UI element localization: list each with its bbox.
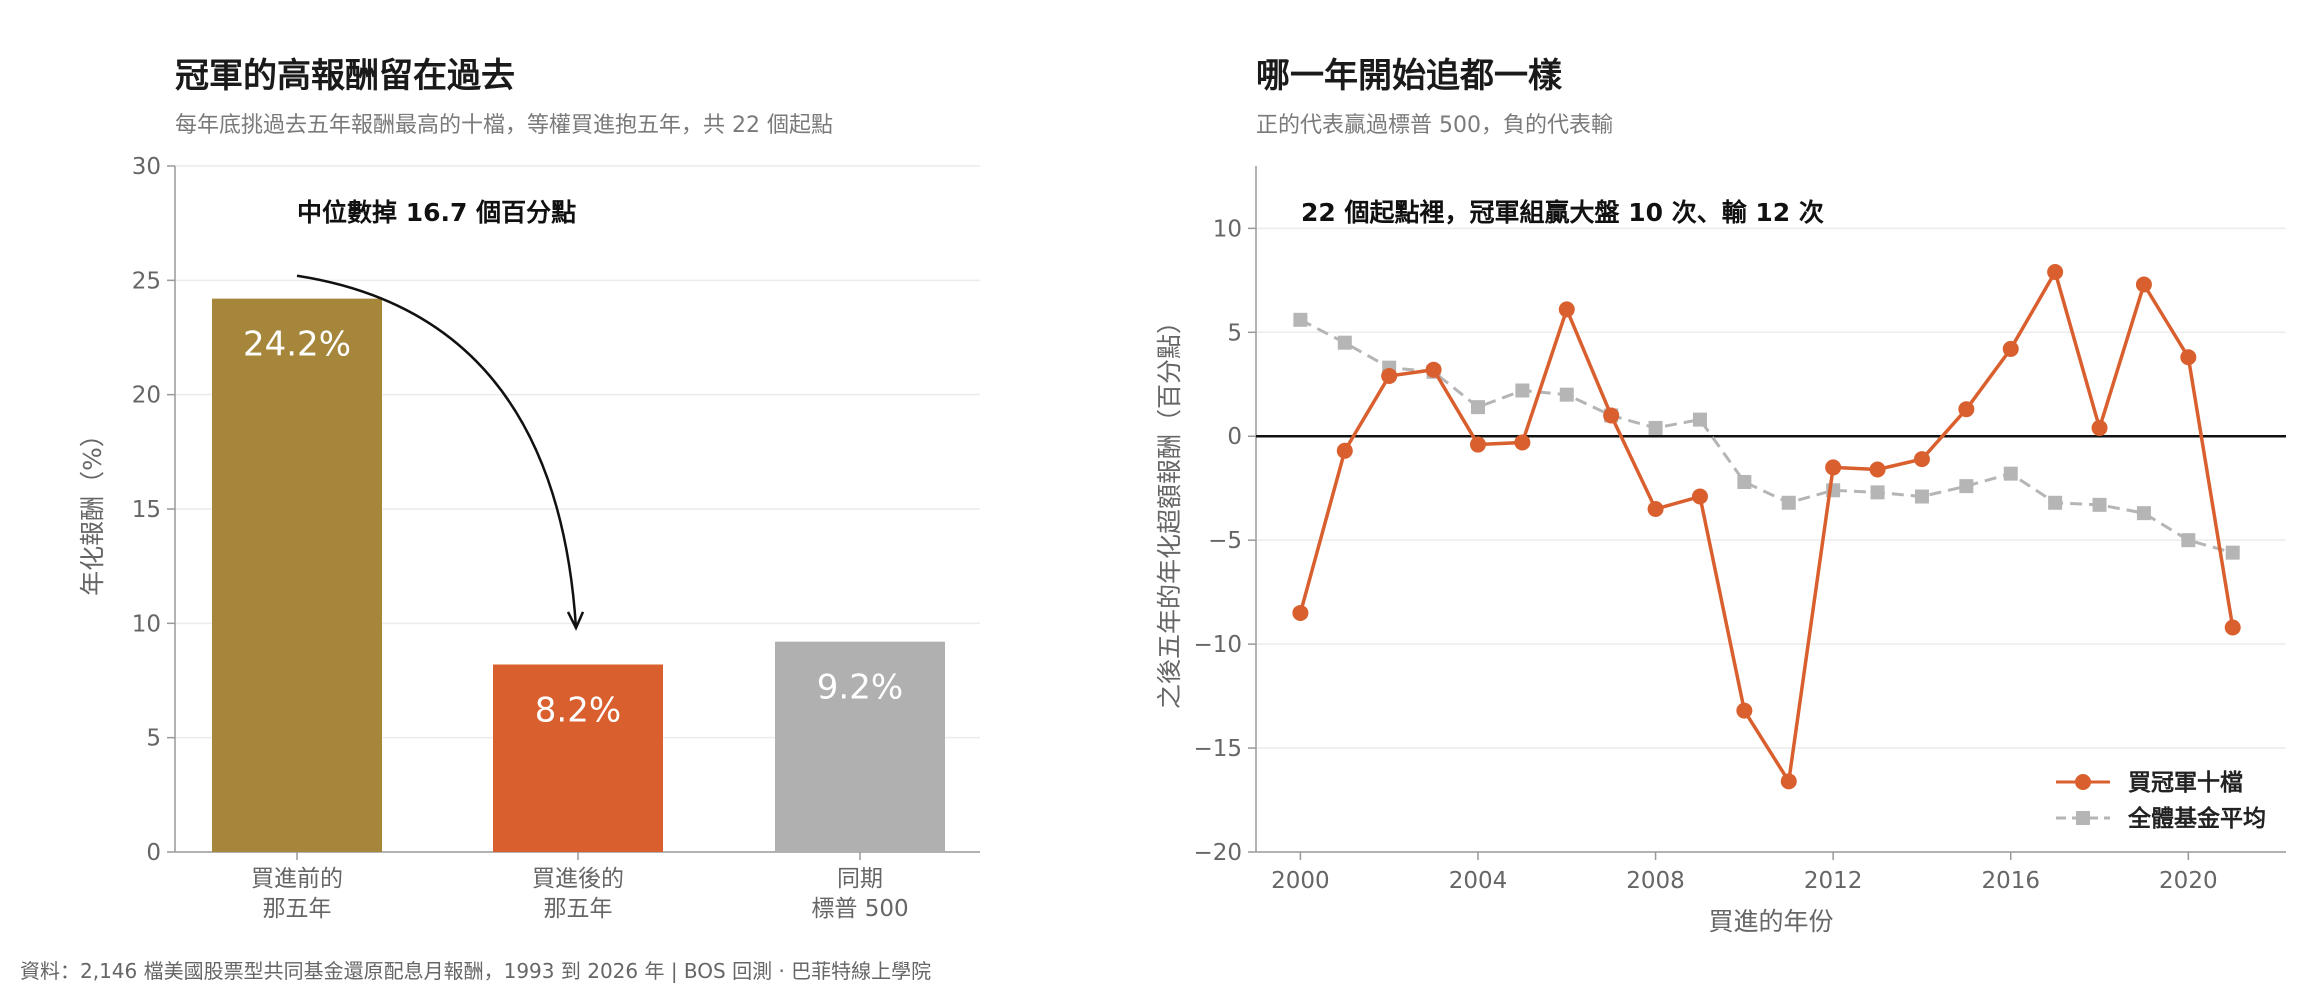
series-line bbox=[1298, 270, 2235, 784]
data-point bbox=[2091, 419, 2108, 436]
y-tick-label: 25 bbox=[132, 268, 161, 294]
source-footer: 資料：2,146 檔美國股票型共同基金還原配息月報酬，1993 到 2026 年… bbox=[20, 959, 932, 983]
annotation-text: 22 個起點裡，冠軍組贏大盤 10 次、輸 12 次 bbox=[1301, 198, 1824, 227]
data-point bbox=[1825, 459, 1842, 476]
data-point bbox=[1381, 367, 1398, 384]
series-line bbox=[1299, 318, 2234, 555]
data-point bbox=[2003, 466, 2018, 481]
data-point bbox=[2180, 349, 2197, 366]
data-point bbox=[2047, 264, 2064, 281]
x-tick-label: 2016 bbox=[1981, 868, 2040, 894]
data-point bbox=[2092, 497, 2107, 512]
data-point bbox=[2002, 340, 2019, 357]
y-tick-label: −10 bbox=[1193, 632, 1242, 658]
x-tick-label: 買進後的 bbox=[532, 866, 624, 892]
data-point bbox=[1425, 361, 1442, 378]
right-chart-subtitle: 正的代表贏過標普 500，負的代表輸 bbox=[1256, 113, 1613, 138]
y-tick-label: 30 bbox=[132, 154, 161, 180]
data-point bbox=[1469, 436, 1486, 453]
data-point bbox=[1337, 335, 1352, 350]
data-point bbox=[2225, 545, 2240, 560]
data-point bbox=[1559, 387, 1574, 402]
data-point bbox=[1603, 407, 1620, 424]
x-tick-label: 2012 bbox=[1804, 868, 1863, 894]
x-tick-label: 2000 bbox=[1271, 868, 1330, 894]
right-line-chart: −20 −15 −10 −5 0 5 10 2000 2004 2008 2012 2016 2020 買… bbox=[1156, 166, 2286, 936]
data-point bbox=[1736, 702, 1753, 719]
data-point bbox=[1959, 479, 1974, 494]
data-point bbox=[1691, 488, 1708, 505]
left-chart-subtitle: 每年底挑過去五年報酬最高的十檔，等權買進抱五年，共 22 個起點 bbox=[175, 113, 833, 138]
data-point bbox=[1869, 461, 1886, 478]
bar-value-label: 24.2% bbox=[243, 325, 351, 365]
data-point bbox=[1292, 604, 1309, 621]
y-tick-label: 5 bbox=[146, 726, 161, 752]
y-tick-label: 20 bbox=[132, 383, 161, 409]
annotation-arrowhead bbox=[566, 611, 585, 631]
data-point bbox=[1737, 474, 1752, 489]
right-chart-title: 哪一年開始追都一樣 bbox=[1256, 56, 1562, 96]
y-tick-label: −5 bbox=[1208, 528, 1242, 554]
y-tick-label: 15 bbox=[132, 497, 161, 523]
data-point bbox=[2136, 506, 2151, 521]
y-tick-label: 5 bbox=[1227, 320, 1242, 346]
data-point bbox=[1648, 420, 1663, 435]
data-point bbox=[1515, 383, 1530, 398]
bar-value-label: 9.2% bbox=[817, 668, 903, 708]
x-tick-label: 2008 bbox=[1626, 868, 1685, 894]
data-point bbox=[2181, 533, 2196, 548]
x-tick-label: 那五年 bbox=[263, 896, 332, 922]
bar-value-label: 8.2% bbox=[535, 690, 621, 730]
data-point bbox=[1558, 301, 1575, 318]
y-axis-label: 年化報酬（%） bbox=[78, 422, 107, 596]
bar bbox=[775, 641, 945, 852]
data-point bbox=[2224, 619, 2241, 636]
y-tick-label: 0 bbox=[1227, 424, 1242, 450]
x-axis-label: 買進的年份 bbox=[1708, 907, 1833, 936]
data-point bbox=[1692, 412, 1707, 427]
y-tick-label: 10 bbox=[1213, 216, 1242, 242]
y-tick-label: −20 bbox=[1193, 840, 1242, 866]
x-tick-label: 2020 bbox=[2159, 868, 2218, 894]
legend-label: 買冠軍十檔 bbox=[2128, 770, 2243, 796]
data-point bbox=[1647, 501, 1664, 517]
data-point bbox=[1958, 401, 1975, 418]
annotation-arrow bbox=[296, 274, 578, 628]
y-tick-label: −15 bbox=[1193, 736, 1242, 762]
annotation-text: 中位數掉 16.7 個百分點 bbox=[297, 198, 576, 227]
bar bbox=[212, 298, 382, 852]
data-point bbox=[1470, 400, 1485, 415]
left-chart-title: 冠軍的高報酬留在過去 bbox=[175, 56, 515, 96]
legend-label: 全體基金平均 bbox=[2127, 805, 2266, 832]
y-axis-label: 之後五年的年化超額報酬（百分點） bbox=[1156, 309, 1184, 709]
x-tick-label: 那五年 bbox=[544, 896, 613, 922]
x-tick-label: 買進前的 bbox=[251, 866, 343, 892]
data-point bbox=[1913, 451, 1930, 468]
data-point bbox=[1293, 312, 1308, 327]
data-point bbox=[1780, 773, 1797, 790]
data-point bbox=[1336, 442, 1353, 459]
data-point bbox=[1781, 495, 1796, 510]
x-tick-label: 同期 bbox=[837, 866, 883, 892]
legend-marker bbox=[2076, 811, 2090, 825]
bar bbox=[493, 664, 663, 852]
y-tick-label: 0 bbox=[146, 840, 161, 866]
x-tick-label: 標普 500 bbox=[811, 896, 908, 922]
data-point bbox=[1870, 485, 1885, 500]
x-tick-label: 2004 bbox=[1449, 868, 1508, 894]
data-point bbox=[1514, 434, 1531, 451]
data-point bbox=[2048, 495, 2063, 510]
legend-marker bbox=[2075, 774, 2091, 790]
y-tick-label: 10 bbox=[132, 611, 161, 637]
data-point bbox=[1914, 489, 1929, 504]
data-point bbox=[2135, 276, 2152, 293]
